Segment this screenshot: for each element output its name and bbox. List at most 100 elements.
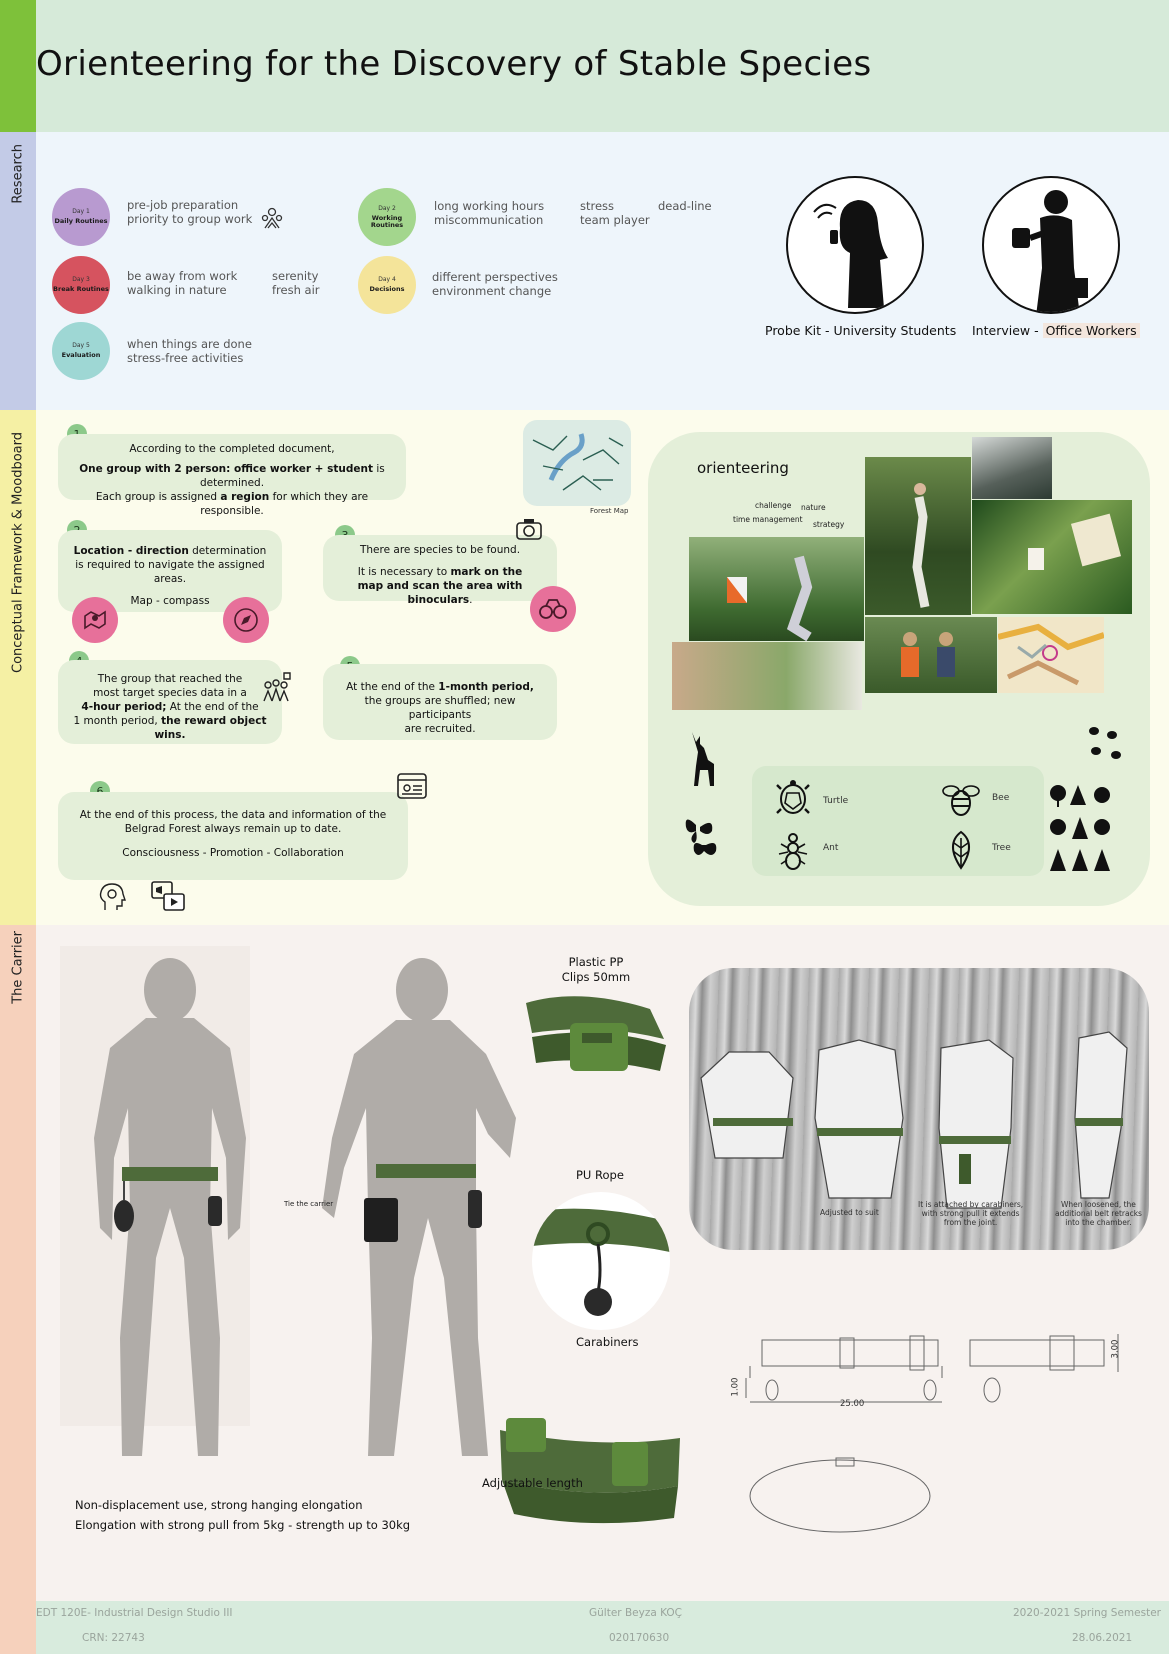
- day-label: Day 1: [72, 208, 90, 216]
- day-name: Break Routines: [53, 285, 109, 294]
- footer-student-id: 020170630: [609, 1632, 670, 1644]
- map-location-icon: [72, 597, 118, 643]
- step-text-bold: 4-hour period;: [81, 701, 167, 713]
- caption-prefix: Interview -: [972, 323, 1043, 338]
- note: stress: [580, 199, 615, 213]
- day-label: Day 4: [378, 276, 396, 284]
- caption-highlight: Office Workers: [1042, 323, 1140, 338]
- note: be away from work: [127, 269, 238, 283]
- header: [0, 0, 1169, 132]
- step-5-card: At the end of the 1-month period, the gr…: [323, 664, 557, 740]
- leaf-icon: [952, 830, 970, 870]
- caption-line: It is attached by carabiners,: [918, 1200, 1024, 1209]
- step-text: There are species to be found.: [359, 544, 521, 556]
- caption-line: from the joint.: [943, 1218, 998, 1227]
- mood-word: challenge: [755, 501, 792, 510]
- mood-word: nature: [801, 503, 826, 512]
- step-text: 1 month period,: [73, 715, 162, 727]
- step-text-bold: the reward object wins.: [154, 715, 267, 741]
- adjustable-belt-image: [500, 1418, 680, 1524]
- step-3-card: There are species to be found. It is nec…: [323, 535, 557, 606]
- persona-student-caption: Probe Kit - University Students: [765, 323, 957, 338]
- rope-label: PU Rope: [576, 1168, 624, 1182]
- step-text: the groups are shuffled; new participant…: [364, 695, 516, 721]
- note: miscommunication: [434, 213, 544, 227]
- carrier-description-line: Non-displacement use, strong hanging elo…: [75, 1498, 363, 1512]
- dimension-height: 3.00: [1110, 1339, 1121, 1359]
- day-2-notes: long working hours miscommunication: [434, 199, 544, 227]
- day-5-notes: when things are done stress-free activit…: [127, 337, 252, 365]
- step-6-card: At the end of this process, the data and…: [58, 792, 408, 880]
- clips-label-line: Plastic PP: [568, 955, 624, 969]
- clips-label: Plastic PP Clips 50mm: [546, 955, 646, 985]
- media-promotion-icon: [151, 881, 185, 911]
- note: different perspectives: [432, 270, 558, 284]
- footer-author: Gülter Beyza KOÇ: [589, 1607, 683, 1619]
- caption-line: into the chamber.: [1065, 1218, 1132, 1227]
- day-3-notes: be away from work walking in nature: [127, 269, 237, 297]
- footer-date: 28.06.2021: [1072, 1632, 1133, 1644]
- step-text: most target species data in a: [93, 687, 247, 699]
- caption-line: When loosened, the: [1061, 1200, 1136, 1209]
- step-text-bold: 1-month period,: [438, 681, 534, 693]
- step-text: Map - compass: [130, 595, 210, 607]
- turtle-icon: [776, 780, 810, 814]
- note: long working hours: [434, 199, 545, 213]
- carrier-description: Non-displacement use, strong hanging elo…: [75, 1495, 410, 1535]
- species-label-bee: Bee: [992, 793, 1010, 803]
- camera-icon: [516, 519, 542, 540]
- caption-line: with strong pull it extends: [921, 1209, 1020, 1218]
- day-4-notes: different perspectives environment chang…: [432, 270, 558, 298]
- day-1-circle: Day 1 Daily Routines: [52, 188, 110, 246]
- day-name: Working Routines: [370, 213, 404, 229]
- photo-two-hikers: [865, 617, 997, 693]
- step-text: .: [469, 594, 473, 606]
- header-accent-bar: [0, 0, 36, 132]
- tie-carrier-label: Tie the carrier: [284, 1200, 334, 1208]
- step-4-card: The group that reached the most target s…: [58, 660, 282, 744]
- day-3-extra: serenity fresh air: [272, 269, 320, 297]
- day-2-deadline: dead-line: [658, 199, 712, 213]
- step-text: At the end of the: [346, 681, 439, 693]
- step-text: are recruited.: [404, 723, 476, 735]
- footer-crn: CRN: 22743: [82, 1632, 145, 1644]
- usage-step-2-caption: It is attached by carabiners, with stron…: [918, 1200, 1023, 1227]
- note: serenity: [272, 269, 319, 283]
- step-text: determination: [188, 545, 267, 557]
- day-2-circle: Day 2 Working Routines: [358, 188, 416, 246]
- day-label: Day 3: [72, 276, 90, 284]
- footer: [36, 1601, 1169, 1654]
- butterflies-icon: [685, 819, 717, 855]
- usage-step-1-caption: Adjusted to suit: [820, 1208, 879, 1217]
- poster-title: Orienteering for the Discovery of Stable…: [36, 44, 872, 84]
- photo-group-map: [972, 437, 1052, 499]
- day-label: Day 5: [72, 342, 90, 350]
- mood-word: time management: [733, 515, 803, 524]
- step-text: Belgrad Forest always remain up to date.: [124, 823, 342, 835]
- note: stress-free activities: [127, 351, 244, 365]
- step-text-bold: a region: [220, 491, 270, 503]
- note: when things are done: [127, 337, 252, 351]
- step-text: At the end of the: [166, 701, 259, 713]
- step-text: It is necessary to: [357, 566, 451, 578]
- species-label-tree: Tree: [992, 843, 1011, 853]
- note: walking in nature: [127, 283, 227, 297]
- step-text: At the end of this process, the data and…: [79, 809, 387, 821]
- research-side-bar: Research: [0, 132, 36, 410]
- photo-forest-runner: [865, 457, 971, 615]
- note: team player: [580, 213, 650, 227]
- day-2-extra: stress team player: [580, 199, 650, 227]
- day-name: Decisions: [369, 285, 405, 294]
- dimension-length: 25.00: [840, 1399, 865, 1409]
- dimension-small: 1.00: [730, 1377, 741, 1397]
- species-label-ant: Ant: [823, 843, 839, 853]
- technical-drawing-panel: 25.00 1.00 3.00: [730, 1330, 1152, 1554]
- group-icon: [261, 207, 283, 229]
- step-text: is required to navigate the assigned are…: [75, 559, 265, 585]
- day-3-circle: Day 3 Break Routines: [52, 256, 110, 314]
- step-text-bold: Location - direction: [73, 545, 189, 557]
- carrier-section-label: The Carrier: [10, 931, 26, 1004]
- step-1-card: According to the completed document, One…: [58, 434, 406, 517]
- step-text-bold: map and scan the area with binoculars: [357, 580, 523, 606]
- bee-icon: [942, 785, 980, 816]
